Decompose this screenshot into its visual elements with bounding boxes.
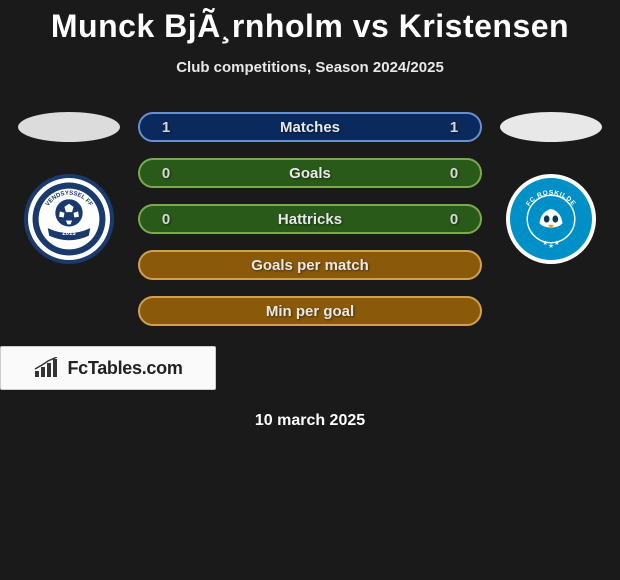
stat-label: Goals per match [176,257,444,274]
roskilde-badge-icon: FC ROSKILDE ★ ★ ★ [515,183,587,255]
stat-label: Hattricks [176,211,444,228]
main-row: 2013 VENDSYSSEL FF 1 Matches 1 0 Goals 0 [0,112,620,326]
svg-text:★: ★ [548,243,554,250]
right-player-column: FC ROSKILDE ★ ★ ★ [482,112,620,264]
fctables-link[interactable]: FcTables.com [0,346,216,390]
stat-left-value: 1 [156,119,176,136]
left-player-avatar-placeholder [18,112,120,142]
stats-column: 1 Matches 1 0 Goals 0 0 Hattricks 0 Goal… [138,112,482,326]
stat-row-min-per-goal: Min per goal [138,296,482,326]
stat-row-goals: 0 Goals 0 [138,158,482,188]
comparison-card: Munck BjÃ¸rnholm vs Kristensen Club comp… [0,0,620,430]
stat-right-value: 1 [444,119,464,136]
page-title: Munck BjÃ¸rnholm vs Kristensen [0,8,620,45]
fctables-text: FcTables.com [67,358,182,379]
right-player-avatar-placeholder [500,112,602,142]
stat-row-hattricks: 0 Hattricks 0 [138,204,482,234]
stat-label: Min per goal [176,303,444,320]
stat-label: Matches [176,119,444,136]
left-player-column: 2013 VENDSYSSEL FF [0,112,138,264]
stat-right-value: 0 [444,211,464,228]
vendsyssel-badge-icon: 2013 VENDSYSSEL FF [31,181,107,257]
stat-row-matches: 1 Matches 1 [138,112,482,142]
bar-chart-icon [33,357,61,379]
stat-label: Goals [176,165,444,182]
svg-text:★: ★ [554,240,560,247]
stat-left-value: 0 [156,165,176,182]
date-text: 10 march 2025 [0,412,620,430]
right-club-badge[interactable]: FC ROSKILDE ★ ★ ★ [506,174,596,264]
stat-row-goals-per-match: Goals per match [138,250,482,280]
left-club-badge[interactable]: 2013 VENDSYSSEL FF [24,174,114,264]
page-subtitle: Club competitions, Season 2024/2025 [0,59,620,76]
stat-right-value: 0 [444,165,464,182]
svg-text:★: ★ [542,240,548,247]
stat-left-value: 0 [156,211,176,228]
svg-text:2013: 2013 [62,230,76,237]
